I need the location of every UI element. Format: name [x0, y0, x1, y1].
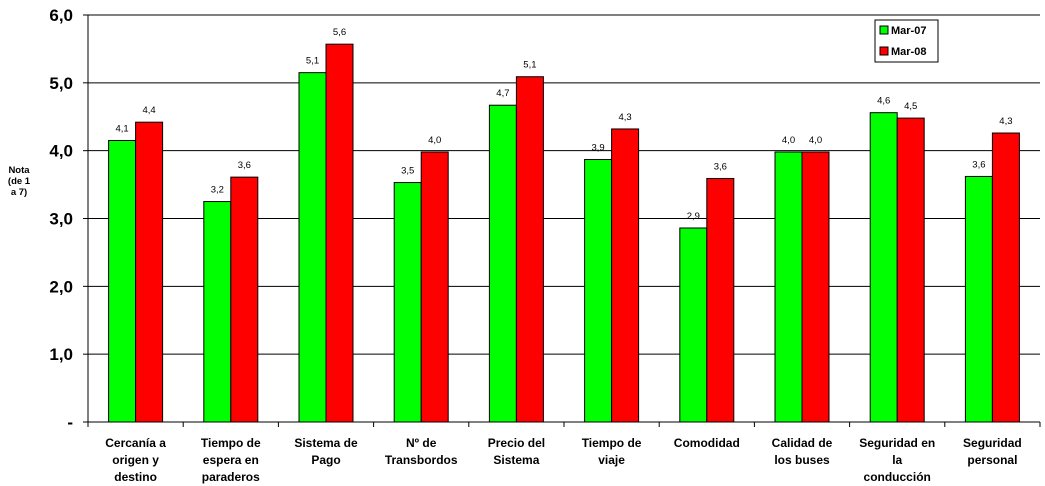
x-tick-label: Tiempo de	[582, 436, 642, 450]
x-tick-label: conducción	[864, 470, 931, 484]
bar-mar-08	[135, 121, 164, 423]
data-label: 3,5	[401, 166, 414, 177]
data-label: 4,6	[877, 96, 890, 107]
bar-mar-08	[991, 132, 1020, 423]
data-label: 3,6	[714, 161, 727, 172]
data-label: 4,1	[115, 123, 128, 134]
legend-swatch-mar-07	[879, 25, 889, 35]
data-label: 4,3	[999, 116, 1012, 127]
x-tick-label: espera en	[203, 453, 259, 467]
y-tick-labels: - 1,0 2,0 3,0 4,0 5,0 6,0	[49, 6, 73, 432]
x-tick-label: personal	[967, 453, 1017, 467]
bar-mar-07	[108, 139, 137, 423]
data-label: 3,6	[972, 159, 985, 170]
x-tick-label: la	[892, 453, 902, 467]
x-tick-label: Calidad de	[772, 436, 833, 450]
x-tick-label: origen y	[112, 453, 159, 467]
bar-mar-07	[679, 227, 708, 423]
x-tick-label: los buses	[774, 453, 830, 467]
y-axis-label-line: Nota	[8, 165, 30, 176]
y-tick-label: 6,0	[49, 6, 73, 25]
axes	[83, 14, 1041, 427]
bar-mar-07	[203, 201, 232, 423]
bar-mar-08	[420, 151, 449, 423]
y-tick-label: 2,0	[49, 277, 73, 296]
x-tick-labels: Cercanía a origen y destino Tiempo de espera…	[105, 436, 1021, 484]
x-tick-label: Pago	[311, 453, 340, 467]
bar-mar-08	[230, 176, 259, 423]
legend: Mar-07 Mar-08	[874, 19, 939, 63]
bars	[108, 43, 1020, 423]
data-label: 5,1	[523, 60, 536, 71]
y-tick-label: 4,0	[49, 142, 73, 161]
bar-mar-07	[869, 112, 898, 423]
x-tick-label: Cercanía a	[105, 436, 166, 450]
legend-label-mar-07: Mar-07	[891, 25, 926, 37]
legend-label-mar-08: Mar-08	[891, 46, 926, 58]
x-tick-label: Sistema	[493, 453, 539, 467]
bar-mar-07	[298, 72, 327, 423]
x-tick-label: Seguridad en	[859, 436, 935, 450]
x-tick-label: paraderos	[202, 470, 260, 484]
bar-mar-07	[488, 104, 517, 423]
bar-mar-07	[584, 158, 613, 423]
bar-mar-08	[325, 43, 354, 423]
data-label: 4,0	[782, 135, 795, 146]
data-label: 4,0	[428, 135, 441, 146]
data-label: 3,9	[591, 142, 604, 153]
x-tick-label: Sistema de	[294, 436, 358, 450]
y-axis-label: Nota(de 1a 7)	[8, 165, 31, 198]
bar-mar-07	[393, 182, 422, 423]
y-tick-label: 3,0	[49, 210, 73, 229]
bar-mar-08	[706, 177, 735, 423]
data-label: 5,1	[306, 56, 319, 67]
data-label: 4,0	[809, 135, 822, 146]
bar-mar-07	[774, 151, 803, 423]
data-label: 3,2	[211, 185, 224, 196]
x-tick-label: Transbordos	[385, 453, 458, 467]
y-axis-label-line: (de 1	[8, 176, 31, 187]
x-tick-label: Precio del	[488, 436, 545, 450]
data-label: 2,9	[687, 211, 700, 222]
bar-mar-08	[515, 76, 544, 423]
legend-swatch-mar-08	[879, 46, 889, 56]
data-label: 3,6	[238, 160, 251, 171]
x-tick-label: viaje	[598, 453, 625, 467]
bar-mar-07	[964, 175, 993, 423]
data-label: 4,5	[904, 101, 917, 112]
data-labels: 4,1 3,2 5,1 3,5 4,7 3,9 2,9 4,0 4,6 3,6 4,4 3,6 5,6 4…	[115, 27, 1012, 222]
bar-mar-08	[801, 151, 830, 423]
data-label: 4,4	[142, 105, 155, 116]
data-label: 5,6	[333, 27, 346, 38]
x-tick-label: Comodidad	[674, 436, 740, 450]
x-tick-label: Tiempo de	[201, 436, 261, 450]
x-tick-label: destino	[114, 470, 157, 484]
bar-mar-08	[611, 128, 640, 423]
data-label: 4,3	[618, 112, 631, 123]
x-tick-label: Seguridad	[963, 436, 1022, 450]
y-axis-label-line: a 7)	[11, 187, 27, 198]
y-tick-label: 5,0	[49, 74, 73, 93]
data-label: 4,7	[496, 88, 509, 99]
bar-mar-08	[896, 117, 925, 423]
y-tick-label: -	[67, 413, 73, 432]
x-tick-label: Nº de	[406, 436, 437, 450]
y-tick-label: 1,0	[49, 345, 73, 364]
